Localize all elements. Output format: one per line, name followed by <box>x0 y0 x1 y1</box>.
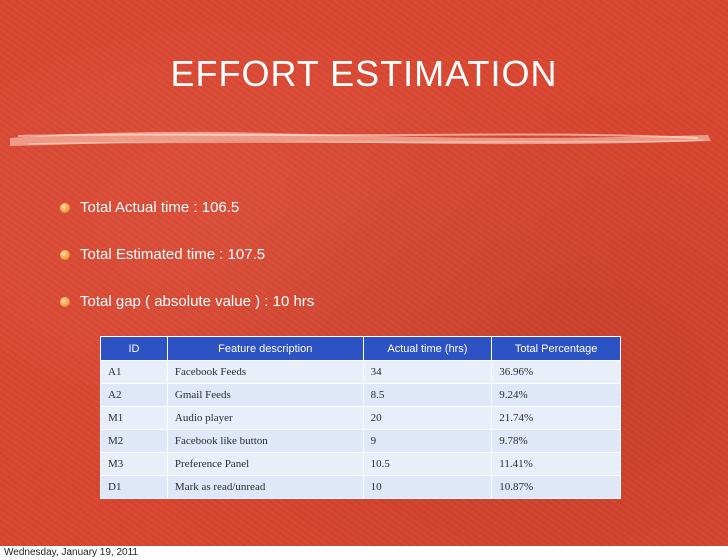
cell-id: D1 <box>100 475 168 499</box>
cell-actual: 20 <box>362 406 493 430</box>
bullet-text: Total Actual time : 106.5 <box>80 199 240 216</box>
cell-percentage: 10.87% <box>491 475 621 499</box>
cell-description: Facebook like button <box>166 429 364 453</box>
cell-id: A1 <box>100 360 168 384</box>
table-row: M3 Preference Panel 10.5 11.41% <box>100 452 621 476</box>
bullet-list: Total Actual time : 106.5 Total Estimate… <box>56 193 656 334</box>
bullet-dot-icon <box>60 297 70 307</box>
slide-title: EFFORT ESTIMATION <box>170 53 558 94</box>
cell-actual: 8.5 <box>362 383 493 407</box>
bullet-item: Total gap ( absolute value ) : 10 hrs <box>56 287 656 317</box>
cell-percentage: 11.41% <box>491 452 621 476</box>
cell-actual: 10 <box>362 475 493 499</box>
cell-percentage: 21.74% <box>491 406 621 430</box>
cell-id: M1 <box>100 406 168 430</box>
effort-table: ID Feature description Actual time (hrs)… <box>100 336 621 499</box>
cell-description: Gmail Feeds <box>166 383 364 407</box>
cell-actual: 10.5 <box>362 452 493 476</box>
cell-description: Facebook Feeds <box>166 360 364 384</box>
cell-id: M2 <box>100 429 168 453</box>
table-row: M1 Audio player 20 21.74% <box>100 406 621 430</box>
cell-percentage: 36.96% <box>491 360 621 384</box>
cell-percentage: 9.78% <box>491 429 621 453</box>
header-feature-description: Feature description <box>166 336 364 361</box>
cell-percentage: 9.24% <box>491 383 621 407</box>
bullet-text: Total gap ( absolute value ) : 10 hrs <box>80 293 315 310</box>
table-row: A1 Facebook Feeds 34 36.96% <box>100 360 621 384</box>
bullet-text: Total Estimated time : 107.5 <box>80 246 266 263</box>
cell-description: Audio player <box>166 406 364 430</box>
cell-description: Mark as read/unread <box>166 475 364 499</box>
bullet-item: Total Estimated time : 107.5 <box>56 240 656 270</box>
cell-id: M3 <box>100 452 168 476</box>
header-total-percentage: Total Percentage <box>491 336 621 361</box>
table-row: D1 Mark as read/unread 10 10.87% <box>100 475 621 499</box>
cell-actual: 9 <box>362 429 493 453</box>
table-row: M2 Facebook like button 9 9.78% <box>100 429 621 453</box>
footer-date: Wednesday, January 19, 2011 <box>4 547 138 558</box>
cell-actual: 34 <box>362 360 493 384</box>
bullet-dot-icon <box>60 250 70 260</box>
bullet-item: Total Actual time : 106.5 <box>56 193 656 223</box>
table-header-row: ID Feature description Actual time (hrs)… <box>100 336 621 361</box>
decorative-brush-stroke <box>10 131 711 146</box>
bullet-dot-icon <box>60 203 70 213</box>
header-id: ID <box>100 336 168 361</box>
slide: EFFORT ESTIMATION Total Actual time : 10… <box>0 0 728 546</box>
table-row: A2 Gmail Feeds 8.5 9.24% <box>100 383 621 407</box>
header-actual-time: Actual time (hrs) <box>362 336 493 361</box>
cell-description: Preference Panel <box>166 452 364 476</box>
cell-id: A2 <box>100 383 168 407</box>
